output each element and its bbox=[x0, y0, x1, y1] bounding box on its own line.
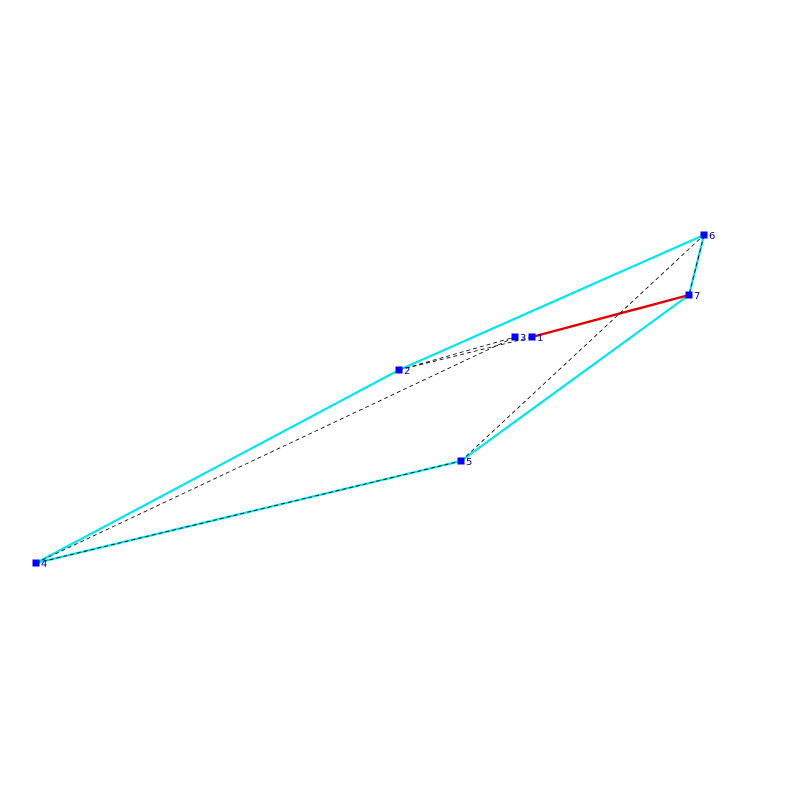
vertex-3: 3 bbox=[511, 333, 526, 344]
vertex-label: 1 bbox=[537, 333, 543, 344]
vertex-label: 2 bbox=[404, 366, 410, 377]
dashed-edges bbox=[35, 234, 705, 564]
hull-edge-2-6 bbox=[397, 233, 706, 372]
dashed-edge-4-5 bbox=[35, 460, 462, 564]
dashed-edge-2-3 bbox=[398, 336, 516, 371]
vertex-7: 7 bbox=[685, 291, 700, 302]
highlight-edges bbox=[530, 293, 691, 339]
vertex-marker bbox=[511, 333, 519, 341]
vertex-label: 7 bbox=[694, 291, 700, 302]
vertex-1: 1 bbox=[528, 333, 543, 344]
dashed-edge-2-1 bbox=[398, 336, 533, 371]
vertex-marker bbox=[685, 291, 693, 299]
hull-edge-7-5 bbox=[459, 293, 691, 463]
vertex-6: 6 bbox=[700, 231, 715, 242]
vertex-marker bbox=[528, 333, 536, 341]
vertex-4: 4 bbox=[32, 559, 47, 570]
vertex-marker bbox=[395, 366, 403, 374]
vertex-label: 4 bbox=[41, 559, 47, 570]
vertex-5: 5 bbox=[457, 457, 472, 468]
dashed-edge-5-6 bbox=[460, 234, 705, 462]
vertices: 1 2 3 4 5 6 7 bbox=[32, 231, 715, 570]
hull-edge-4-2 bbox=[34, 368, 401, 565]
vertex-2: 2 bbox=[395, 366, 410, 377]
vertex-marker bbox=[32, 559, 40, 567]
dashed-edge-4-3 bbox=[35, 336, 516, 564]
highlight-edge-1-7 bbox=[530, 293, 691, 339]
vertex-label: 5 bbox=[466, 457, 472, 468]
vertex-label: 6 bbox=[709, 231, 715, 242]
vertex-marker bbox=[457, 457, 465, 465]
vertex-marker bbox=[700, 231, 708, 239]
vertex-label: 3 bbox=[520, 333, 526, 344]
dashed-edge-6-7 bbox=[688, 234, 705, 296]
